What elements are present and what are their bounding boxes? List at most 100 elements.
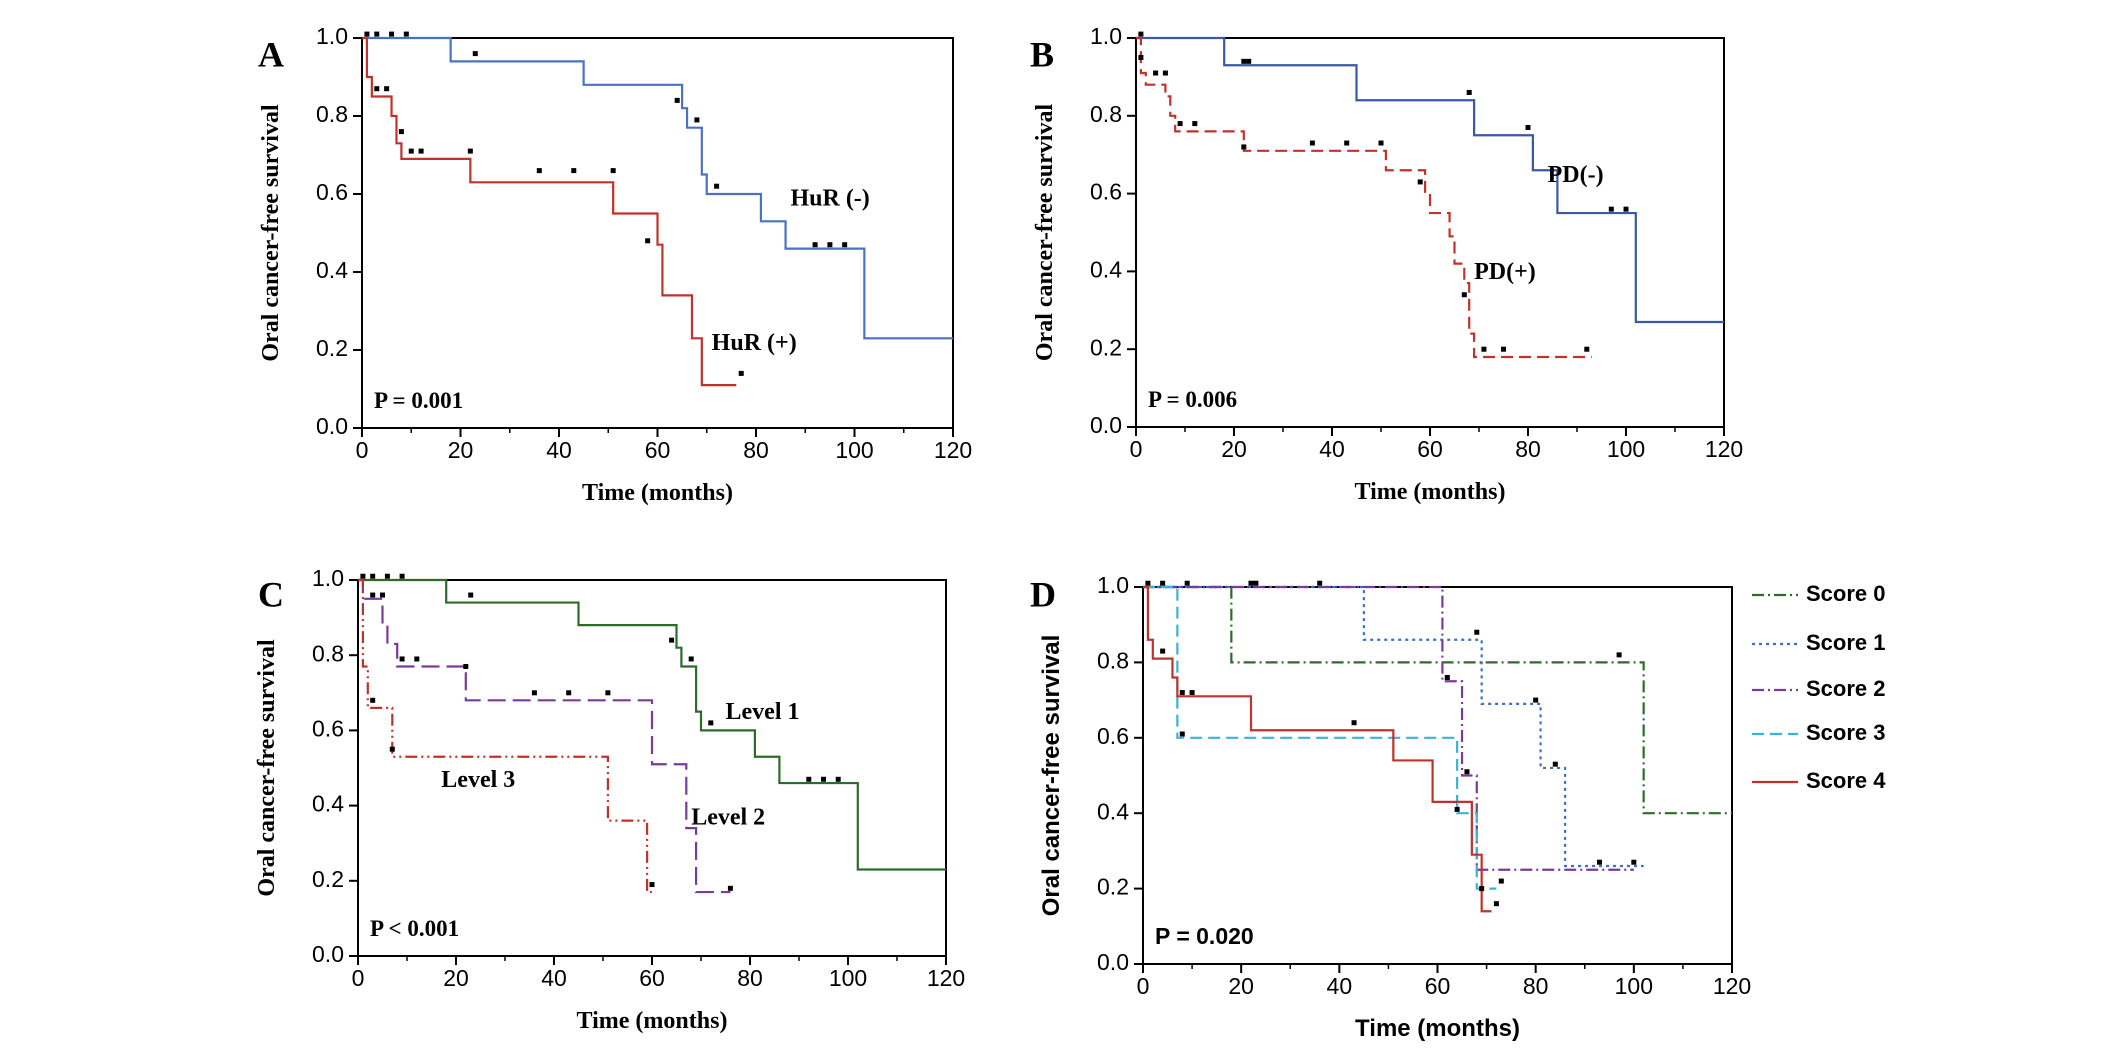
survival-curve — [362, 36, 953, 340]
censor-mark — [384, 573, 390, 579]
x-tick-label: 80 — [1515, 436, 1541, 462]
x-tick-label: 100 — [1607, 436, 1645, 462]
x-tick-label: 60 — [1425, 973, 1451, 999]
x-tick-label: 100 — [835, 437, 873, 463]
x-tick-label: 40 — [1319, 436, 1345, 462]
x-tick-label: 0 — [356, 437, 369, 463]
x-axis-title: Time (months) — [1355, 1015, 1520, 1042]
censor-mark — [649, 882, 655, 888]
y-tick-label: 0.8 — [316, 101, 348, 127]
x-tick-label: 20 — [1228, 973, 1254, 999]
series-level-2: Level 2 — [358, 578, 765, 894]
series-label: HuR (+) — [712, 330, 797, 356]
y-tick-label: 0.6 — [316, 179, 348, 205]
series-label: Level 2 — [691, 804, 765, 830]
censor-mark — [1466, 89, 1472, 95]
x-tick-label: 120 — [934, 437, 972, 463]
censor-mark — [708, 720, 714, 726]
y-tick-label: 0.0 — [1097, 949, 1129, 975]
censor-mark — [1351, 720, 1357, 726]
y-tick-label: 0.2 — [312, 866, 344, 892]
series-hur: HuR (+) — [362, 36, 797, 387]
censor-mark — [1552, 761, 1558, 767]
y-tick-label: 0.6 — [1090, 179, 1122, 205]
censor-mark — [414, 656, 420, 662]
p-value: P = 0.020 — [1155, 923, 1254, 949]
censor-mark — [688, 656, 694, 662]
censor-mark — [370, 573, 376, 579]
series-pd: PD(-) — [1136, 31, 1724, 324]
series-hur: HuR (-) — [362, 31, 953, 340]
censor-mark — [418, 148, 424, 154]
series-score-1 — [1143, 580, 1644, 868]
y-axis-title: Oral cancer-free survival — [258, 104, 284, 362]
censor-mark — [610, 168, 616, 174]
censor-mark — [566, 690, 572, 696]
y-tick-label: 1.0 — [312, 565, 344, 591]
censor-mark — [389, 31, 395, 37]
y-tick-label: 1.0 — [1097, 572, 1129, 598]
censor-mark — [364, 31, 370, 37]
x-tick-label: 80 — [737, 965, 763, 991]
series-label: Level 3 — [441, 767, 515, 793]
censor-mark — [389, 746, 395, 752]
censor-mark — [536, 168, 542, 174]
y-axis-title: Oral cancer-free survival — [1038, 635, 1065, 917]
y-tick-label: 0.6 — [312, 715, 344, 741]
censor-mark — [714, 183, 720, 189]
censor-mark — [472, 51, 478, 57]
censor-mark — [467, 148, 473, 154]
y-tick-label: 0.8 — [1090, 101, 1122, 127]
survival-curve — [358, 578, 946, 871]
censor-mark — [1525, 124, 1531, 130]
censor-mark — [1444, 674, 1450, 680]
censor-mark — [1241, 58, 1247, 64]
censor-mark — [1474, 629, 1480, 635]
series-score-2 — [1143, 580, 1634, 871]
censor-mark — [384, 86, 390, 92]
y-tick-label: 0.4 — [1097, 798, 1129, 824]
survival-curve — [358, 578, 731, 894]
series-score-0 — [1143, 585, 1732, 815]
censor-mark — [1533, 697, 1539, 703]
panel-label: D — [1030, 574, 1056, 614]
survival-curve — [1143, 585, 1644, 868]
survival-curve — [1136, 36, 1592, 359]
censor-mark — [571, 168, 577, 174]
panel-d: D 0 20 40 60 80 100 120 0.0 0.2 0.4 0.6 0.8 1.0 Time (… — [1030, 572, 1886, 1042]
survival-curve — [358, 578, 652, 894]
censor-mark — [370, 592, 376, 598]
censor-mark — [1138, 31, 1144, 37]
panel-label: C — [258, 574, 284, 614]
y-tick-label: 0.4 — [312, 791, 344, 817]
censor-mark — [1160, 580, 1166, 586]
panel-a: A 0 20 40 60 80 100 120 0.0 0.2 0.4 0.6 0.8 1.0 Time (… — [258, 23, 972, 506]
censor-mark — [1184, 580, 1190, 586]
panel-label: B — [1030, 34, 1054, 74]
censor-mark — [1309, 140, 1315, 146]
censor-mark — [1631, 859, 1637, 865]
censor-mark — [370, 697, 376, 703]
x-tick-label: 120 — [1713, 973, 1751, 999]
survival-curve — [1143, 585, 1492, 913]
series-label: PD(+) — [1474, 259, 1536, 285]
y-axis-title: Oral cancer-free survival — [254, 639, 280, 897]
series-level-1: Level 1 — [358, 573, 946, 871]
x-axis-title: Time (months) — [1355, 479, 1506, 505]
x-tick-label: 60 — [645, 437, 671, 463]
censor-mark — [1623, 206, 1629, 212]
series-pd: PD(+) — [1136, 36, 1592, 359]
censor-mark — [374, 31, 380, 37]
series-level-3: Level 3 — [358, 578, 655, 894]
series-label: PD(-) — [1548, 162, 1604, 188]
y-tick-label: 1.0 — [1090, 23, 1122, 49]
censor-mark — [468, 592, 474, 598]
censor-mark — [1241, 144, 1247, 150]
survival-curve — [1143, 585, 1634, 871]
survival-curve — [362, 36, 737, 387]
y-tick-label: 0.2 — [1090, 334, 1122, 360]
x-tick-label: 0 — [1130, 436, 1143, 462]
legend: Score 0 Score 1 Score 2 Score 3 Score 4 — [1752, 581, 1886, 793]
x-axis-title: Time (months) — [582, 480, 733, 506]
x-tick-label: 100 — [829, 965, 867, 991]
